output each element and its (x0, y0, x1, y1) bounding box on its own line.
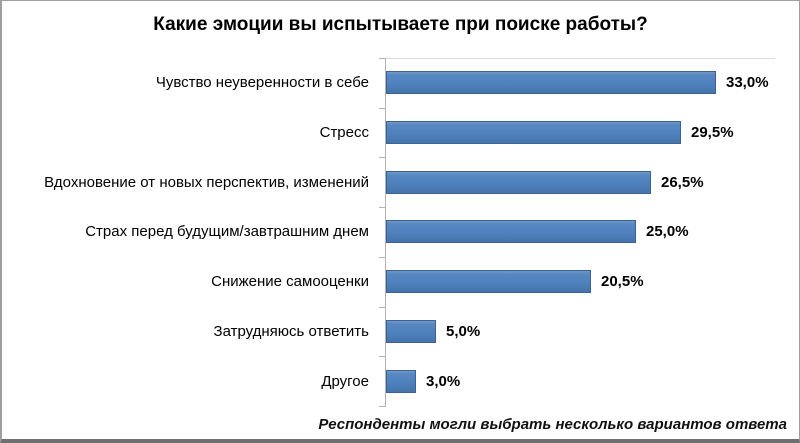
axis-tick (379, 356, 386, 357)
category-label: Чувство неуверенности в себе (155, 74, 369, 92)
bar (386, 71, 716, 95)
chart-row: Снижение самооценки 20,5% (2, 257, 796, 307)
value-label: 29,5% (691, 124, 734, 142)
bar (386, 270, 591, 294)
chart-row: Затрудняюсь ответить 5,0% (2, 307, 796, 357)
y-axis-line (385, 58, 386, 406)
value-label: 5,0% (446, 322, 481, 340)
bar (386, 220, 636, 244)
axis-tick (379, 58, 386, 59)
value-label: 20,5% (601, 273, 644, 291)
axis-tick (379, 207, 386, 208)
value-label: 25,0% (646, 223, 689, 241)
category-label: Вдохновение от новых перспектив, изменен… (44, 173, 369, 191)
plot-top-border (385, 58, 775, 59)
chart-row: Стресс 29,5% (2, 108, 796, 158)
chart-title: Какие эмоции вы испытываете при поиске р… (153, 14, 648, 35)
category-label: Страх перед будущим/завтрашним днем (85, 223, 369, 241)
value-label: 33,0% (726, 74, 769, 92)
category-label: Другое (321, 372, 369, 390)
bar (386, 121, 681, 145)
value-label: 26,5% (661, 173, 704, 191)
category-label: Стресс (319, 124, 369, 142)
plot-area: Чувство неуверенности в себе 33,0% Стрес… (2, 58, 796, 407)
axis-tick (379, 257, 386, 258)
axis-tick (379, 307, 386, 308)
chart-row: Вдохновение от новых перспектив, изменен… (2, 157, 796, 207)
chart-row: Страх перед будущим/завтрашним днем 25,0… (2, 207, 796, 257)
chart-row: Чувство неуверенности в себе 33,0% (2, 58, 796, 108)
bar (386, 319, 436, 343)
category-label: Затрудняюсь ответить (213, 322, 369, 340)
axis-tick (379, 406, 386, 407)
axis-tick (379, 157, 386, 158)
value-label: 3,0% (426, 372, 461, 390)
axis-tick (379, 108, 386, 109)
category-label: Снижение самооценки (211, 273, 369, 291)
chart-row: Другое 3,0% (2, 356, 796, 406)
bar (386, 170, 651, 194)
chart-footnote: Респонденты могли выбрать несколько вари… (318, 416, 787, 433)
bar (386, 369, 416, 393)
